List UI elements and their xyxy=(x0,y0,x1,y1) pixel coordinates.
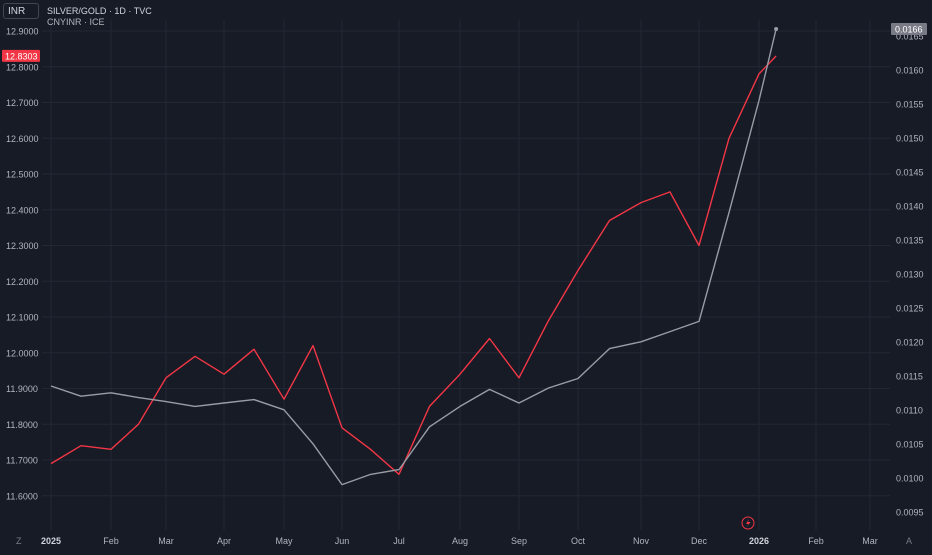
right-axis-tick-label: 0.0105 xyxy=(896,439,924,449)
left-axis-tick-label: 12.7000 xyxy=(6,98,39,108)
time-axis-tick-label: May xyxy=(275,536,293,546)
right-axis-tick-label: 0.0160 xyxy=(896,65,924,75)
right-axis-tick-label: 0.0115 xyxy=(896,371,923,381)
right-axis-tick-label: 0.0165 xyxy=(896,31,924,41)
time-axis-tick-label: Oct xyxy=(571,536,586,546)
symbol-search-input[interactable]: INR xyxy=(3,3,39,19)
left-last-value-badge xyxy=(2,49,40,62)
time-axis[interactable]: 2025 Feb Mar Apr May Jun Jul Aug Sep Oct Nov Dec 202… xyxy=(41,536,878,546)
auto-scale-a-icon[interactable]: A xyxy=(906,536,912,546)
left-axis-tick-label: 12.4000 xyxy=(6,205,39,215)
series-line-silver-gold[interactable] xyxy=(50,28,777,486)
time-axis-tick-label: Aug xyxy=(452,536,468,546)
series-layer xyxy=(50,27,779,486)
left-axis-tick-label: 11.7000 xyxy=(6,456,38,466)
lightning-icon[interactable] xyxy=(741,516,755,530)
right-axis-tick-label: 0.0130 xyxy=(896,269,924,279)
time-axis-tick-label: Mar xyxy=(158,536,174,546)
time-axis-tick-label: Dec xyxy=(691,536,708,546)
right-axis-tick-label: 0.0155 xyxy=(896,99,924,109)
grid-layer xyxy=(42,20,890,530)
left-axis-tick-label: 12.6000 xyxy=(6,134,39,144)
time-axis-tick-label: Sep xyxy=(511,536,527,546)
left-axis-tick-label: 11.9000 xyxy=(6,384,38,394)
right-axis-tick-label: 0.0145 xyxy=(896,167,924,177)
right-last-value-text: 0.0166 xyxy=(895,25,923,35)
right-axis-tick-label: 0.0095 xyxy=(896,507,924,517)
right-axis-tick-label: 0.0135 xyxy=(896,235,924,245)
last-value-badges: 12.8303 0.0166 xyxy=(2,23,927,62)
time-axis-tick-label: Jul xyxy=(393,536,405,546)
left-axis-tick-label: 12.8000 xyxy=(6,62,39,72)
left-axis-tick-label: 11.6000 xyxy=(6,491,38,501)
right-axis-tick-label: 0.0100 xyxy=(896,473,924,483)
left-axis-tick-label: 12.0000 xyxy=(6,348,39,358)
right-axis-tick-label: 0.0110 xyxy=(896,405,923,415)
time-axis-tick-label: Jun xyxy=(335,536,350,546)
time-axis-tick-label: Mar xyxy=(862,536,878,546)
right-axis-tick-label: 0.0150 xyxy=(896,133,924,143)
time-axis-tick-label: 2025 xyxy=(41,536,61,546)
main-series-legend[interactable]: SILVER/GOLD · 1D · TVC xyxy=(47,6,152,16)
left-axis-tick-label: 12.5000 xyxy=(6,170,39,180)
left-axis-tick-label: 12.3000 xyxy=(6,241,39,251)
left-axis-tick-label: 12.2000 xyxy=(6,277,39,287)
left-axis-tick-label: 12.9000 xyxy=(6,27,39,37)
series-end-dot xyxy=(774,27,779,31)
left-axis-tick-label: 11.8000 xyxy=(6,420,38,430)
overlay-series-legend[interactable]: CNYINR · ICE xyxy=(47,17,105,27)
right-price-axis[interactable]: 0.0165 0.0160 0.0155 0.0150 0.0145 0.0140 0.01… xyxy=(896,31,924,517)
zoom-z-icon[interactable]: Z xyxy=(16,536,22,546)
time-axis-tick-label: Apr xyxy=(217,536,231,546)
left-last-value-text: 12.8303 xyxy=(5,51,38,61)
left-axis-tick-label: 12.1000 xyxy=(6,313,39,323)
left-price-axis[interactable]: 12.9000 12.8000 12.7000 12.6000 12.5000 12.40… xyxy=(6,27,39,502)
time-axis-tick-label: Feb xyxy=(808,536,824,546)
time-axis-tick-label: 2026 xyxy=(749,536,769,546)
time-axis-tick-label: Nov xyxy=(633,536,650,546)
right-axis-tick-label: 0.0120 xyxy=(896,337,924,347)
time-axis-tick-label: Feb xyxy=(103,536,119,546)
right-axis-tick-label: 0.0140 xyxy=(896,201,924,211)
right-axis-tick-label: 0.0125 xyxy=(896,303,924,313)
right-last-value-badge xyxy=(891,23,927,35)
series-line-cnyinr[interactable] xyxy=(50,55,777,475)
